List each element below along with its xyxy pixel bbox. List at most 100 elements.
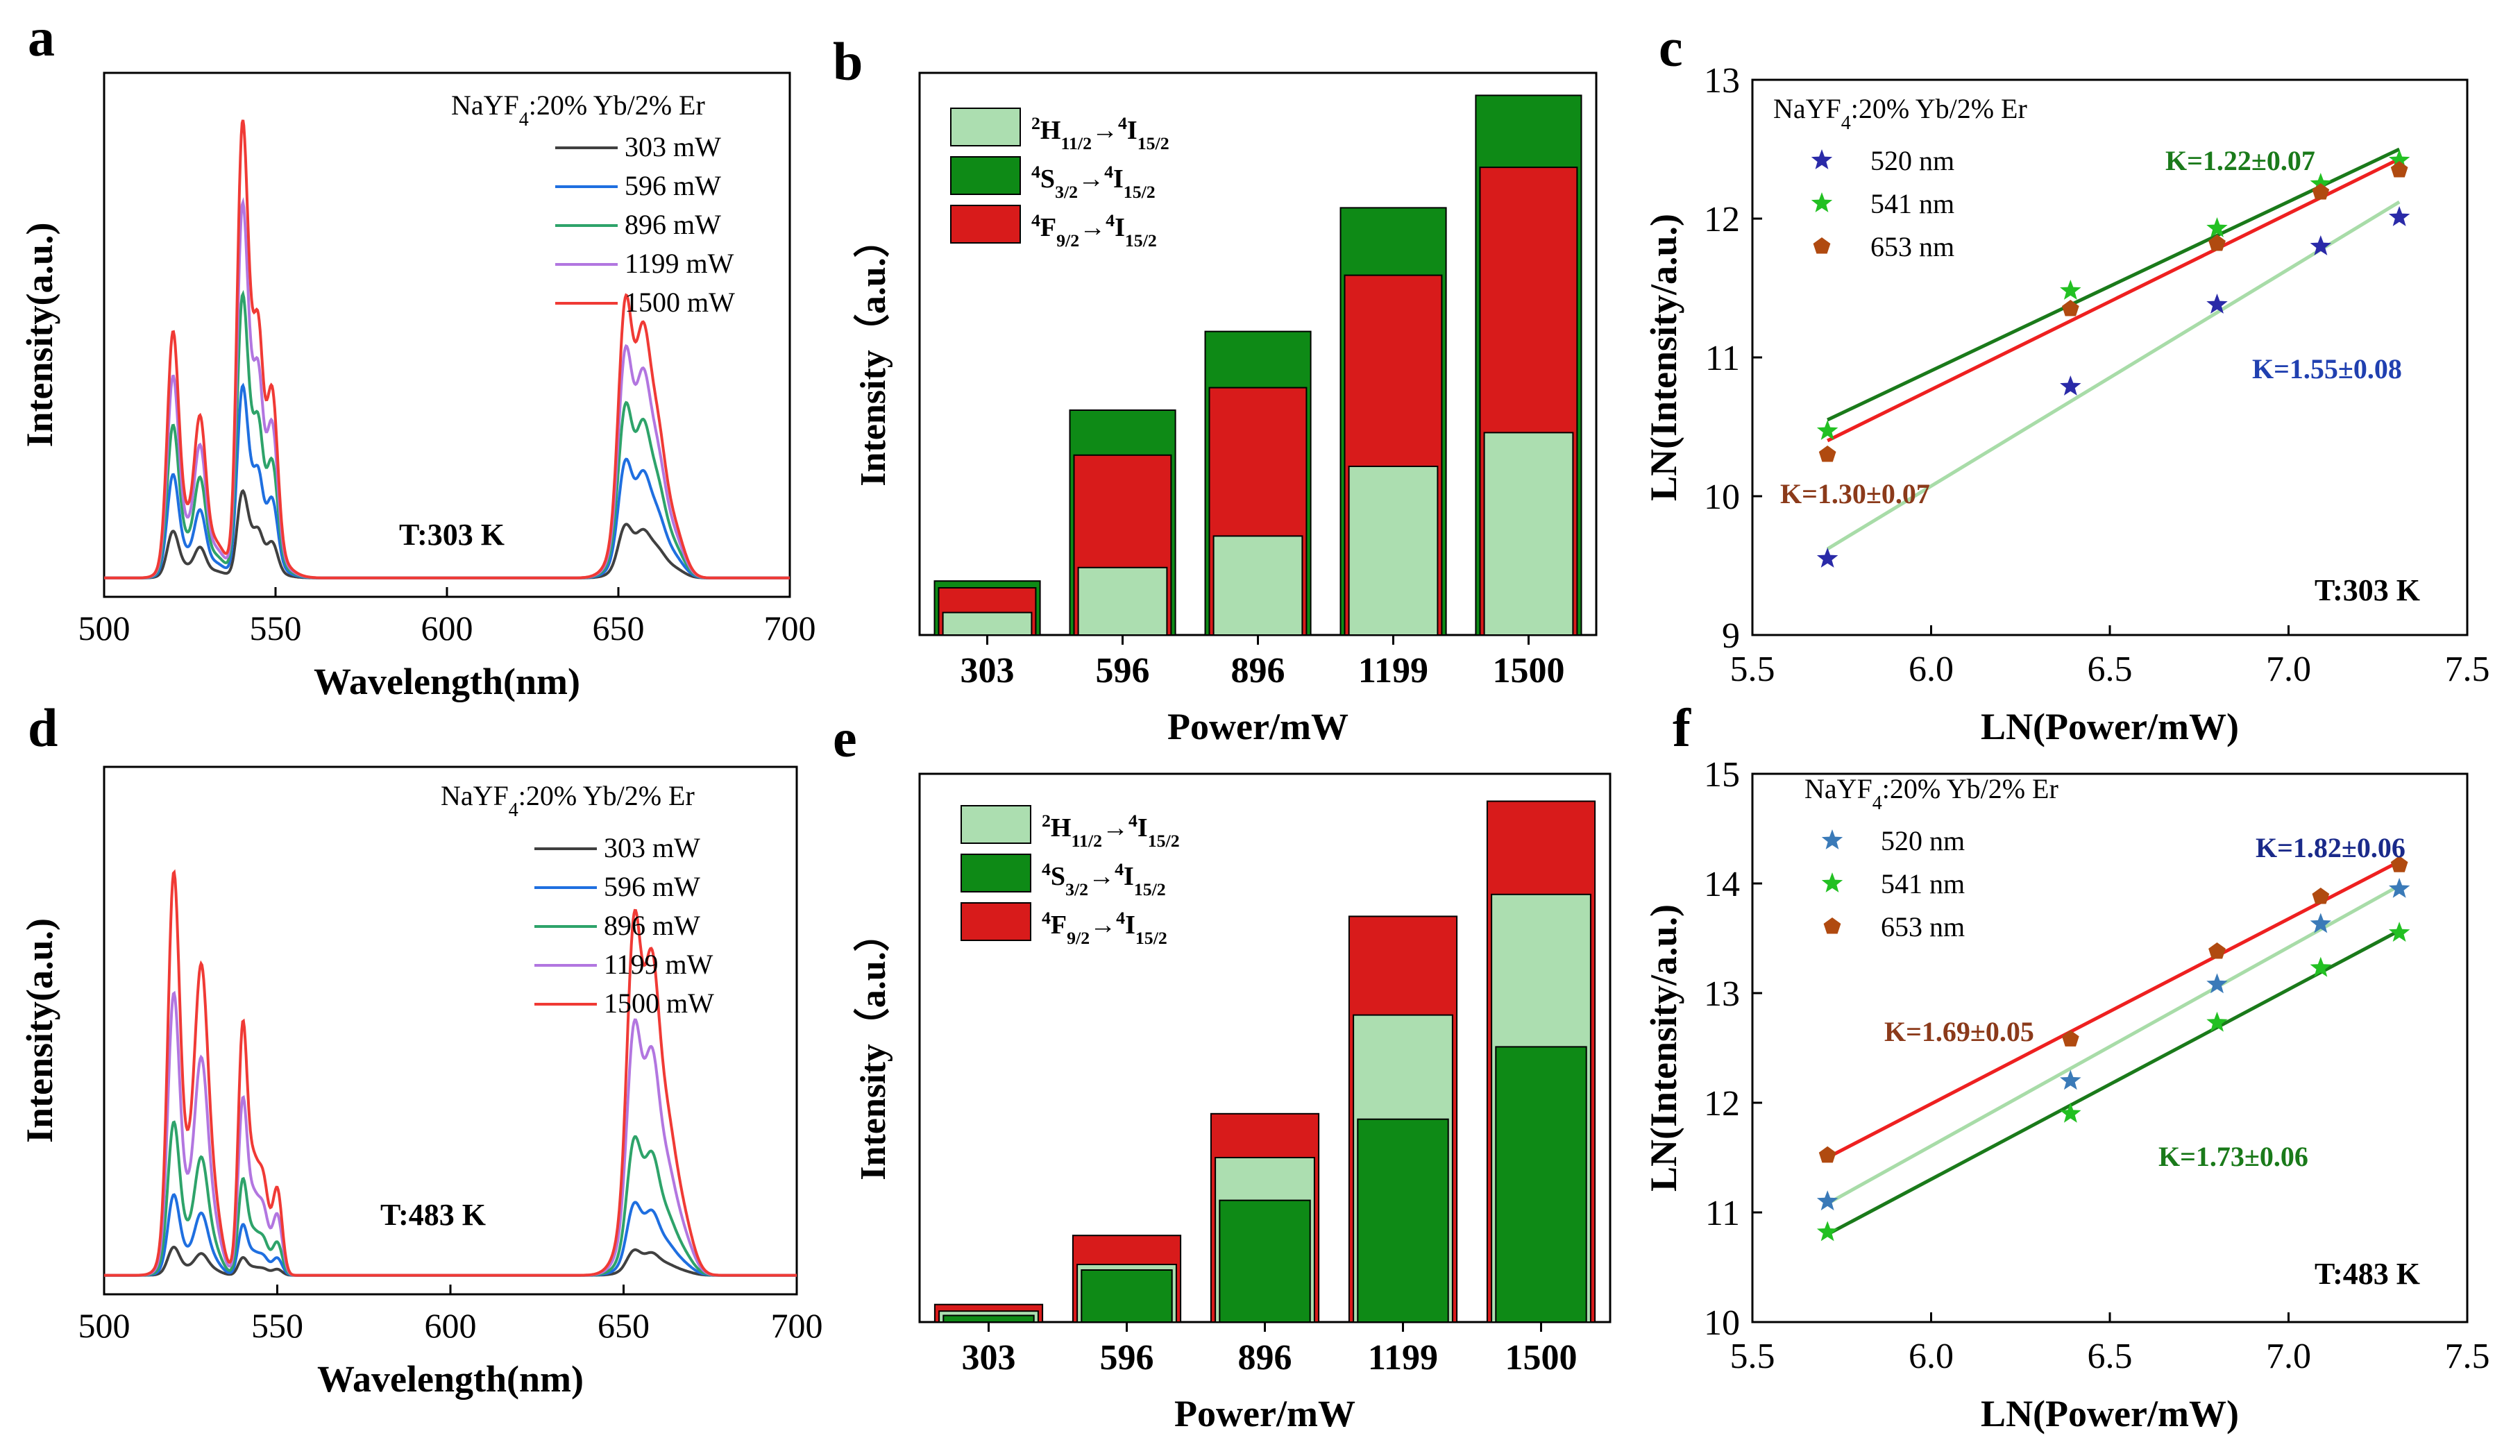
panel-c-letter: c — [1659, 17, 1683, 78]
panel-f-xtick-label: 6.0 — [1909, 1337, 1954, 1376]
panel-d-xtick-label: 500 — [78, 1306, 130, 1345]
panel-f-material-suffix: :20% Yb/2% Er — [1882, 773, 2058, 804]
panel-f-ylabel: LN(Intensity/a.u.) — [1643, 904, 1684, 1192]
panel-c-xtick-label: 6.5 — [2088, 650, 2133, 689]
panel-e-ylabel: Intensity（a.u.） — [853, 915, 893, 1180]
panel-c-ytick-label: 11 — [1705, 339, 1740, 378]
panel-b-bar-1199-0 — [1348, 466, 1439, 636]
panel-c-xtick-label: 6.0 — [1909, 650, 1954, 689]
panel-a-legend-label: 1500 mW — [625, 287, 735, 318]
panel-f-ytick-label: 15 — [1704, 755, 1740, 795]
panel-d-xtick-label: 700 — [771, 1306, 823, 1345]
panel-f-legend-label: 653 nm — [1881, 911, 1965, 942]
panel-b-ylabel: Intensity（a.u.） — [853, 221, 893, 486]
panel-e-legend-label-term1: H — [1051, 813, 1072, 843]
panel-c-legend-label: 541 nm — [1870, 188, 1954, 219]
panel-b-legend-label: 2H11/2→4I15/2 — [1031, 113, 1169, 153]
panel-e-legend-label-term2: I — [1125, 911, 1135, 940]
panel-b-legend-label-term1: S — [1040, 164, 1055, 194]
panel-f-point-2-2 — [2208, 942, 2226, 959]
panel-c-material: NaYF4:20% Yb/2% Er — [1773, 93, 2027, 134]
panel-a-material-suffix: :20% Yb/2% Er — [529, 90, 705, 121]
panel-a-material-subscript: 4 — [519, 109, 529, 130]
panel-e-legend-label-term1: F — [1051, 911, 1067, 940]
panel-e-legend-label-sup1: 2 — [1042, 811, 1051, 831]
panel-e-legend-label-sub1: 9/2 — [1067, 928, 1090, 948]
panel-a-xtick-label: 650 — [593, 609, 645, 647]
panel-b-legend-label: 4S3/2→4I15/2 — [1031, 162, 1156, 202]
panel-e-xtick-label: 596 — [1100, 1338, 1154, 1378]
panel-e-legend-label: 2H11/2→4I15/2 — [1042, 811, 1180, 851]
panel-e-legend-swatch — [961, 854, 1031, 892]
panel-c-point-2-1 — [2062, 300, 2079, 316]
panel-b-legend-swatch — [950, 156, 1021, 195]
panel-d-legend-label: 896 mW — [604, 910, 700, 941]
panel-f-point-0-3 — [2310, 913, 2332, 933]
panel-e-xtick-label: 1500 — [1505, 1338, 1578, 1378]
panel-f-xlabel: LN(Power/mW) — [1981, 1393, 2239, 1434]
panel-b-legend-label-sup1: 4 — [1031, 210, 1040, 230]
panel-b-legend-swatch — [950, 108, 1021, 146]
panel-f-ytick-label: 12 — [1704, 1084, 1740, 1124]
panel-b-xtick-label: 303 — [961, 651, 1015, 691]
panel-c-legend-marker — [1813, 237, 1831, 254]
panel-e-bar-1199-1 — [1357, 1118, 1449, 1323]
panel-c-legend-label: 653 nm — [1870, 231, 1954, 262]
panel-c-point-1-0 — [1816, 420, 1838, 440]
panel-f-slope-label: K=1.73±0.06 — [2158, 1141, 2308, 1172]
panel-b-legend-swatch — [950, 205, 1021, 244]
panel-f-ytick-label: 10 — [1704, 1303, 1740, 1343]
panel-a-xtick-label: 600 — [421, 609, 473, 647]
panel-f-legend-label: 541 nm — [1881, 868, 1965, 899]
panel-f-point-2-0 — [1818, 1146, 1836, 1163]
panel-f-legend-marker — [1823, 917, 1841, 934]
panel-b-bar-896-0 — [1212, 535, 1303, 636]
panel-b-legend-label-sup1: 2 — [1031, 113, 1040, 133]
panel-e-bar-896-1 — [1219, 1199, 1311, 1323]
panel-d-material-prefix: NaYF — [441, 780, 509, 811]
panel-f-point-1-0 — [1816, 1221, 1838, 1242]
panel-b-legend-label-sub1: 3/2 — [1055, 182, 1078, 202]
panel-d-xlabel: Wavelength(nm) — [317, 1358, 584, 1400]
panel-f-point-1-1 — [2060, 1102, 2081, 1123]
panel-f-point-0-2 — [2206, 973, 2228, 994]
panel-c-point-1-4 — [2388, 149, 2410, 169]
panel-f-point-2-4 — [2390, 856, 2408, 872]
panel-b-xtick-label: 1199 — [1358, 651, 1428, 691]
panel-b-legend-label-term1: F — [1040, 213, 1056, 242]
panel-b-legend-label-sup2: 4 — [1118, 113, 1127, 133]
panel-f-point-0-1 — [2060, 1069, 2081, 1090]
panel-b-legend-label-term1: H — [1040, 116, 1061, 145]
panel-c-point-0-0 — [1816, 548, 1838, 568]
panel-e-xtick-label: 303 — [962, 1338, 1016, 1378]
panel-d-material-subscript: 4 — [509, 799, 518, 821]
panel-b-letter: b — [833, 31, 863, 92]
panel-c-ylabel: LN(Intensity/a.u.) — [1643, 214, 1684, 501]
panel-c-point-1-2 — [2206, 217, 2228, 237]
panel-f-material-prefix: NaYF — [1804, 773, 1872, 804]
panel-c-point-0-2 — [2206, 294, 2228, 314]
panel-a-series-4 — [104, 119, 790, 579]
panel-a-legend-label: 596 mW — [625, 170, 721, 201]
panel-d-legend-label: 1199 mW — [604, 949, 713, 980]
panel-c-material-suffix: :20% Yb/2% Er — [1851, 93, 2027, 124]
panel-b-legend-label-sub1: 9/2 — [1056, 230, 1079, 251]
panel-f-material-subscript: 4 — [1872, 793, 1882, 814]
panel-e-legend-label-sub1: 11/2 — [1071, 831, 1102, 851]
panel-a-material: NaYF4:20% Yb/2% Er — [451, 90, 705, 130]
panel-f-fit-line-0 — [1826, 883, 2401, 1205]
panel-a-material-prefix: NaYF — [451, 90, 519, 121]
panel-c-point-2-4 — [2390, 161, 2408, 178]
panel-b-legend-label-sup2: 4 — [1104, 162, 1113, 182]
panel-d-ylabel: Intensity(a.u.) — [19, 918, 60, 1143]
panel-f-legend-marker — [1821, 872, 1843, 892]
panel-c-material-subscript: 4 — [1841, 112, 1851, 134]
panel-f-ytick-label: 11 — [1705, 1194, 1740, 1233]
panel-e-legend-label-term1: S — [1051, 862, 1065, 891]
panel-b-legend-label-sub2: 15/2 — [1124, 182, 1156, 202]
panel-c-xlabel: LN(Power/mW) — [1981, 706, 2239, 747]
panel-d-legend-label: 596 mW — [604, 871, 700, 902]
panel-e-legend-swatch — [961, 902, 1031, 941]
panel-c-legend-label: 520 nm — [1870, 145, 1954, 176]
